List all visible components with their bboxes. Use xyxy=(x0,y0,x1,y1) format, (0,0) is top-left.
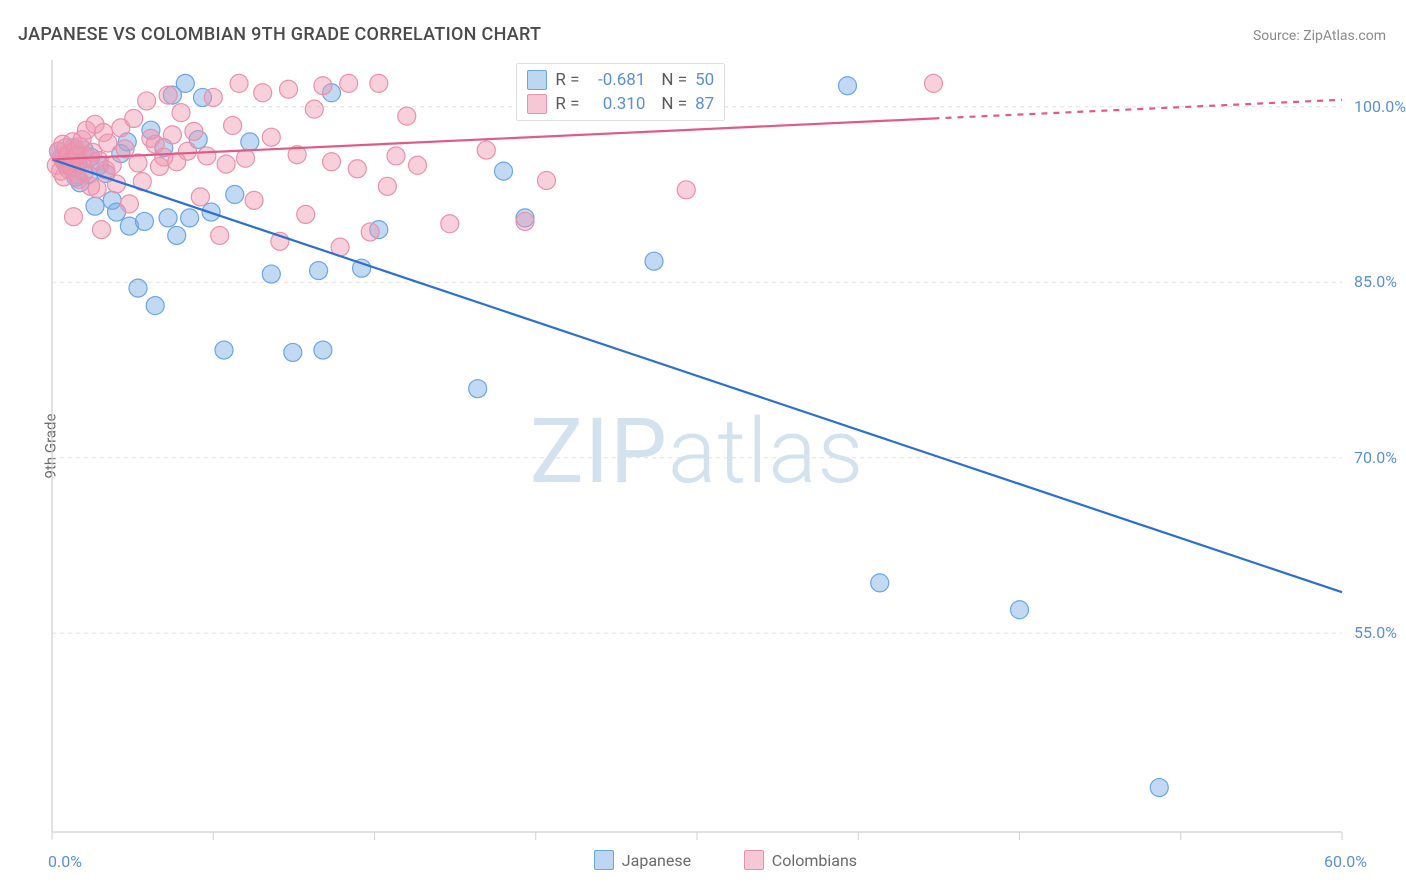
legend-label: Colombians xyxy=(772,851,857,870)
legend-label: Japanese xyxy=(622,851,691,870)
x-tick-label-max: 60.0% xyxy=(1324,852,1367,871)
stats-legend-row-colombian: R = 0.310 N = 87 xyxy=(527,92,714,116)
n-value: 87 xyxy=(695,92,714,116)
n-label: N = xyxy=(661,92,687,116)
chart-title: JAPANESE VS COLOMBIAN 9TH GRADE CORRELAT… xyxy=(18,24,541,45)
y-tick-label: 85.0% xyxy=(1354,272,1397,291)
trend-line-colombian-dashed xyxy=(934,100,1343,119)
r-value: 0.310 xyxy=(587,92,645,116)
x-tick-label-min: 0.0% xyxy=(48,852,82,871)
legend-item-japanese: Japanese xyxy=(594,850,691,870)
trend-line-japanese xyxy=(52,159,1342,592)
legend-item-colombian: Colombians xyxy=(744,850,857,870)
y-tick-label: 55.0% xyxy=(1354,623,1397,642)
n-value: 50 xyxy=(695,68,714,92)
colombian-swatch-icon xyxy=(744,850,764,870)
y-tick-label: 70.0% xyxy=(1354,448,1397,467)
y-tick-label: 100.0% xyxy=(1354,97,1406,116)
chart-source: Source: ZipAtlas.com xyxy=(1253,28,1386,44)
stats-legend-row-japanese: R = -0.681 N = 50 xyxy=(527,68,714,92)
japanese-swatch-icon xyxy=(594,850,614,870)
colombian-swatch-icon xyxy=(527,94,547,114)
r-label: R = xyxy=(555,92,579,116)
plot-area: ZIPatlas R =-0.681N =50R = 0.310N =87 xyxy=(52,60,1342,832)
n-label: N = xyxy=(661,68,687,92)
chart-container: JAPANESE VS COLOMBIAN 9TH GRADE CORRELAT… xyxy=(0,0,1406,892)
scatter-series-japanese xyxy=(49,74,1168,796)
scatter-chart-svg xyxy=(52,60,1342,832)
stats-legend-box: R = -0.681 N = 50 R = 0.310 N = 87 xyxy=(516,63,725,121)
r-label: R = xyxy=(555,68,579,92)
japanese-swatch-icon xyxy=(527,70,547,90)
r-value: -0.681 xyxy=(587,68,645,92)
